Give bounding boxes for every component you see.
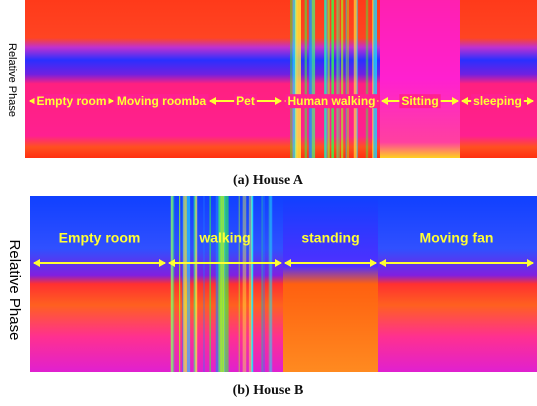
segment-label: Moving roomba <box>117 94 207 108</box>
streak <box>309 0 312 158</box>
streak <box>328 0 330 158</box>
streak <box>216 196 218 372</box>
segment-label: Pet <box>236 94 255 108</box>
streak <box>290 0 292 158</box>
heatmap-b-standing <box>283 196 378 372</box>
streak <box>295 0 299 158</box>
y-axis-label: Relative Phase <box>6 240 23 341</box>
segment-label: Empty room <box>36 94 106 108</box>
streak <box>299 0 301 158</box>
segment-label: Moving fan <box>420 230 494 246</box>
streak <box>261 196 265 372</box>
streak <box>195 196 197 372</box>
heatmap-a <box>25 0 537 158</box>
caption: (b) House B <box>233 383 304 398</box>
heatmap-a-sitting <box>380 0 460 158</box>
streak <box>366 0 368 158</box>
streak <box>354 0 357 158</box>
streak <box>220 196 224 372</box>
streak <box>171 196 174 372</box>
segment-label: Sitting <box>401 94 438 108</box>
streak <box>183 196 187 372</box>
streak <box>218 196 220 372</box>
streak <box>312 0 315 158</box>
segment-label: walking <box>198 230 250 246</box>
streak <box>179 196 180 372</box>
streak <box>305 0 307 158</box>
streak <box>243 196 247 372</box>
streak <box>203 196 204 372</box>
y-axis-label: Relative Phase <box>6 43 18 117</box>
streak <box>225 196 229 372</box>
streak <box>332 0 334 158</box>
streak <box>336 0 338 158</box>
streak <box>239 196 240 372</box>
figure: Empty room Moving roomba Pet Human walking S… <box>0 0 537 406</box>
streak <box>373 0 377 158</box>
streak <box>347 0 349 158</box>
caption: (a) House A <box>233 173 304 188</box>
streak <box>210 196 211 372</box>
segment-label: Empty room <box>59 230 141 246</box>
segment-label: sleeping <box>473 94 522 108</box>
streak <box>345 0 346 158</box>
segment-label: standing <box>301 230 359 246</box>
streak <box>270 196 273 372</box>
streak <box>187 196 190 372</box>
streak <box>341 0 343 158</box>
segment-label: Human walking <box>287 94 375 108</box>
streak <box>324 0 327 158</box>
streak <box>249 196 252 372</box>
